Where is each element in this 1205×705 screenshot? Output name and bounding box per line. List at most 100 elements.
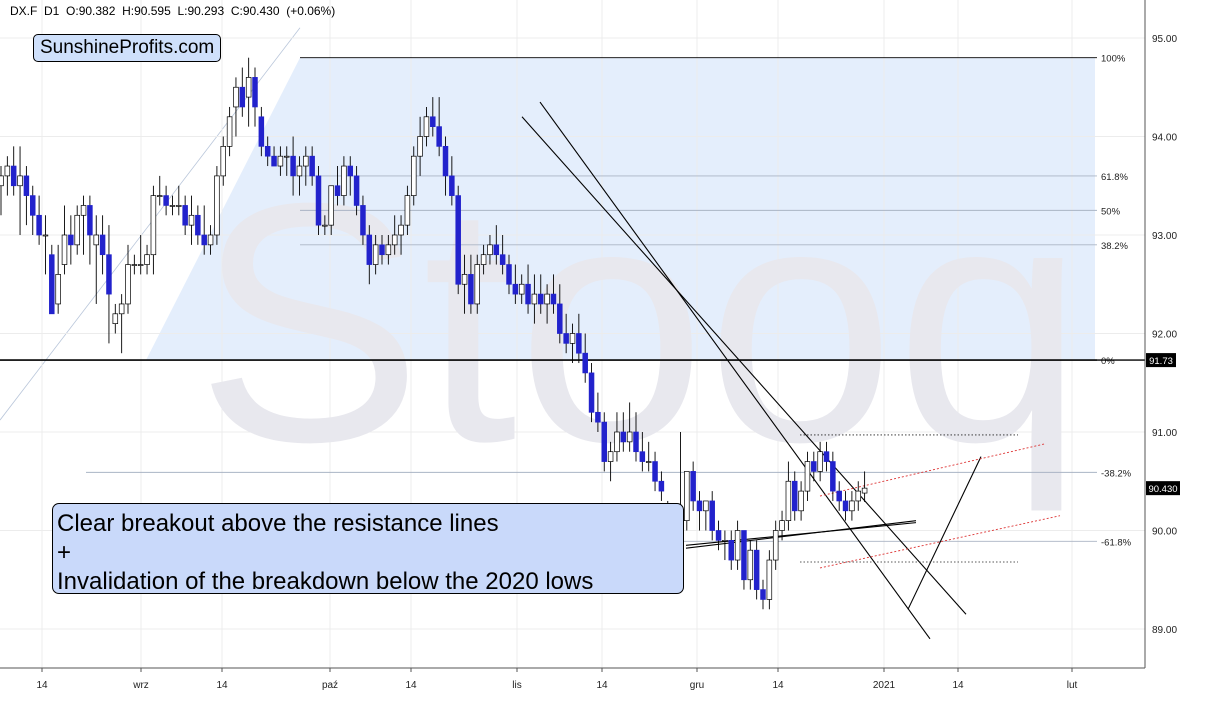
candle-body [607,451,614,462]
candle-body [436,126,442,147]
candle-body [493,244,500,256]
candle-body [512,283,519,295]
candle-body [525,283,531,305]
ticker-symbol: DX.F [10,4,38,18]
candle-body [811,461,817,472]
candle-body [633,431,639,453]
time-tick-label: 14 [952,680,964,691]
candle-body [36,214,42,236]
candle-body [398,224,404,236]
channel-line [819,443,1046,497]
ticker-ohlc: O:90.382 H:90.595 L:90.293 C:90.430 (+0.… [66,4,336,18]
candle-body [404,195,411,226]
candle-body [303,155,309,167]
time-tick-label: 14 [36,680,48,691]
candle-body [804,461,811,492]
candle-body [277,155,284,167]
candle-body [68,234,74,246]
candle-body [468,274,474,305]
candle-body [195,214,201,236]
candle-body [360,205,366,236]
candle-body [531,293,538,305]
candle-body [760,589,766,600]
candle-body [17,175,23,187]
candle-body [442,146,449,177]
candle-body [430,116,436,128]
level-label: 91.73 [1149,356,1173,367]
fib-level-label: 38.2% [1101,241,1128,252]
candle-body [537,293,544,305]
candle-body [582,352,588,374]
candle-body [690,471,696,502]
candle-body [201,234,207,246]
candle-body [137,264,144,266]
candle-body [449,175,455,196]
time-tick-label: 2021 [873,680,896,691]
price-tick-label: 95.00 [1152,34,1177,45]
price-tick-label: 89.00 [1152,625,1177,636]
candle-body [626,431,633,443]
candle-body [480,254,487,265]
candle-body [30,195,36,216]
candle-body [709,500,715,531]
candle-body [455,195,461,285]
callout-line-1: Clear breakout above the resistance line… [57,510,499,537]
last-price-box [1146,481,1180,496]
candle-body [385,244,392,256]
candle-body [239,86,246,108]
candle-body [518,283,525,295]
price-tick-label: 92.00 [1152,330,1177,341]
time-tick-label: wrz [132,680,149,691]
candle-body [417,136,423,157]
candle-body [341,165,347,196]
candle-body [411,155,417,196]
candle-body [842,500,849,512]
candle-body [696,500,703,512]
last-price-label: 90.430 [1148,484,1177,495]
candle-body [93,234,99,246]
candle-body [715,530,722,541]
candle-body [741,530,747,581]
candle-body [264,146,271,157]
brand-label: SunshineProfits.com [33,34,222,62]
candle-body [658,480,665,492]
candle-body [226,116,233,147]
candle-body [747,549,754,581]
candle-body [233,86,239,108]
candle-body [569,333,576,344]
candle-body [728,539,734,561]
candle-body [112,313,119,324]
level-label-box [1146,353,1176,368]
candle-body [176,205,182,207]
time-tick-label: paź [322,680,338,691]
candle-body [55,274,61,305]
candle-body [99,234,106,256]
ticker-interval: D1 [44,4,60,18]
candle-body [353,175,360,206]
fib-level-label: -61.8% [1101,537,1132,548]
candle-body [131,264,138,266]
candle-body [379,244,385,256]
callout-line-3: Invalidation of the breakdown below the … [57,568,594,595]
candle-body [334,185,341,196]
candle-body [245,77,252,98]
time-tick-label: lis [512,680,521,691]
candle-body [309,155,315,177]
price-tick-label: 93.00 [1152,231,1177,242]
candle-body [614,431,620,453]
candle-body [684,471,690,521]
fib-level-label: 0% [1101,356,1115,367]
candle-body [722,539,728,542]
candle-body [315,175,322,226]
candle-body [753,549,760,590]
candle-body [734,530,741,561]
candle-body [328,185,334,226]
candle-body [42,234,49,237]
price-tick-label: 91.00 [1152,428,1177,439]
candle-body [595,411,601,423]
price-tick-label: 90.00 [1152,527,1177,538]
candle-body [150,195,157,256]
candle-body [849,500,855,512]
